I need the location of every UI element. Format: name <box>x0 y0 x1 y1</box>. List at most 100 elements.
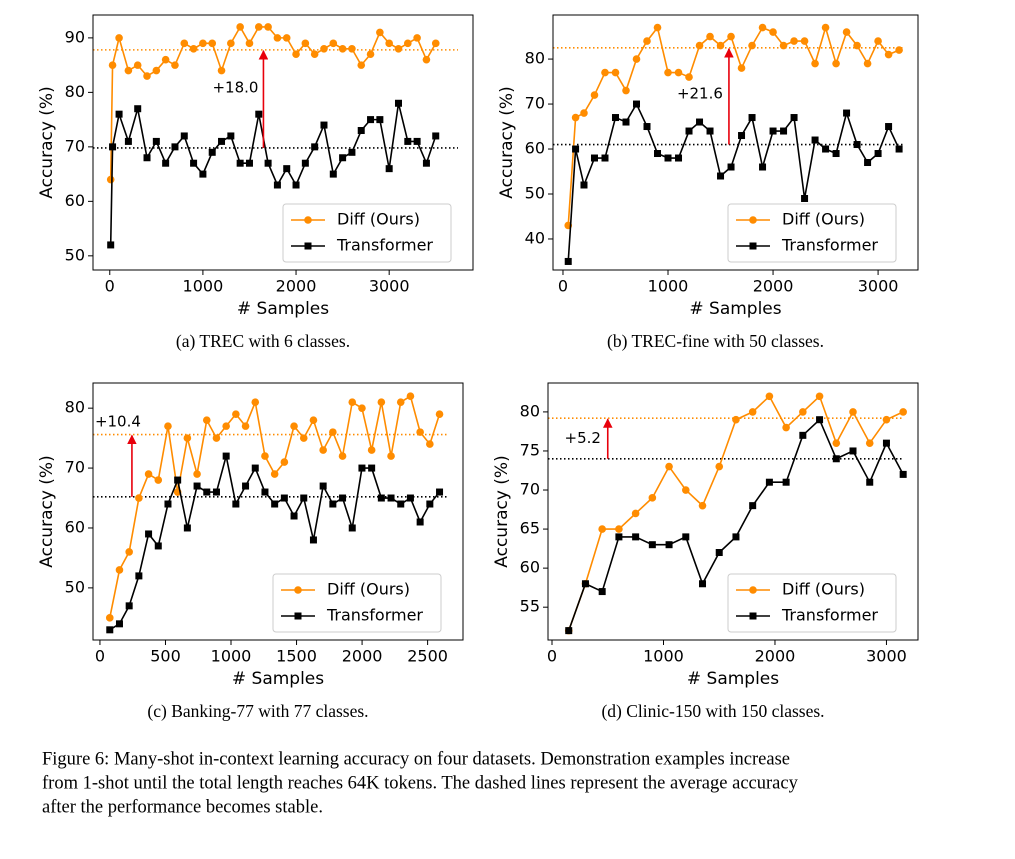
marker <box>874 150 882 158</box>
marker <box>717 172 725 180</box>
marker <box>681 486 690 494</box>
marker <box>270 470 279 478</box>
marker <box>432 132 440 140</box>
marker <box>161 55 170 64</box>
marker <box>377 398 386 406</box>
marker <box>143 154 151 162</box>
marker <box>643 37 651 45</box>
marker <box>406 494 414 502</box>
marker <box>801 194 809 202</box>
marker <box>598 588 606 596</box>
marker <box>135 494 143 502</box>
marker <box>632 533 640 541</box>
marker <box>849 408 857 416</box>
marker <box>242 482 250 490</box>
marker <box>698 501 707 510</box>
marker <box>339 494 347 502</box>
marker <box>245 159 253 167</box>
marker <box>387 494 395 502</box>
x-tick-label: 1000 <box>211 647 252 666</box>
marker <box>748 114 756 122</box>
marker <box>348 148 356 156</box>
marker <box>202 416 211 424</box>
marker <box>843 109 851 117</box>
marker <box>899 470 907 478</box>
marker <box>236 23 244 31</box>
marker <box>748 41 756 50</box>
marker <box>590 91 599 99</box>
legend-frame <box>727 573 897 633</box>
y-tick-label: 80 <box>525 49 545 68</box>
legend-label: Transformer <box>326 606 423 625</box>
marker <box>749 502 757 510</box>
legend-marker <box>749 216 757 224</box>
marker <box>699 580 707 588</box>
marker <box>832 150 840 158</box>
x-tick-label: 0 <box>547 647 557 666</box>
difference-label: +5.2 <box>565 429 601 447</box>
marker <box>849 447 857 455</box>
subplot-caption: (a) TREC with 6 classes. <box>176 331 350 351</box>
marker <box>109 143 117 151</box>
y-tick-label: 70 <box>65 458 85 477</box>
legend-marker <box>304 216 312 224</box>
legend-label: Transformer <box>336 236 433 255</box>
legend-marker <box>749 612 757 620</box>
marker <box>385 165 393 173</box>
marker <box>310 50 319 59</box>
marker <box>290 512 298 520</box>
legend-label: Diff (Ours) <box>782 210 865 229</box>
marker <box>822 145 830 153</box>
marker <box>422 55 431 64</box>
legend-frame <box>282 203 452 263</box>
marker <box>261 488 269 496</box>
figure-caption: Figure 6: Many-shot in-context learning … <box>42 749 790 769</box>
marker <box>665 541 673 549</box>
marker <box>387 452 395 460</box>
marker <box>895 145 903 153</box>
marker <box>329 170 337 178</box>
marker <box>143 72 151 80</box>
marker <box>273 181 281 189</box>
marker <box>144 470 153 478</box>
marker <box>653 23 662 32</box>
marker <box>685 73 693 81</box>
marker <box>782 478 790 486</box>
marker <box>790 114 798 122</box>
marker <box>171 61 179 69</box>
marker <box>264 23 272 31</box>
plot-frame <box>547 382 919 641</box>
x-tick-label: 0 <box>558 277 568 296</box>
marker <box>280 458 289 466</box>
legend-frame <box>272 573 442 633</box>
marker <box>882 415 891 424</box>
marker <box>436 488 444 496</box>
x-tick-label: 2000 <box>755 647 796 666</box>
marker <box>864 159 872 167</box>
marker <box>685 127 693 135</box>
marker <box>821 23 830 32</box>
marker <box>416 428 424 436</box>
marker <box>631 509 640 518</box>
marker <box>615 525 623 533</box>
marker <box>779 41 788 50</box>
x-tick-label: 3000 <box>866 647 907 666</box>
y-tick-label: 80 <box>520 401 540 420</box>
marker <box>633 100 641 108</box>
figure-caption: from 1-shot until the total length reach… <box>42 773 799 793</box>
difference-label: +21.6 <box>677 85 723 103</box>
marker <box>727 32 735 41</box>
marker <box>622 118 630 126</box>
marker <box>765 478 773 486</box>
marker <box>842 28 851 36</box>
y-tick-label: 65 <box>520 519 540 538</box>
marker <box>853 41 861 50</box>
y-axis-label: Accuracy (%) <box>37 455 57 567</box>
y-tick-label: 50 <box>525 183 545 202</box>
marker <box>261 452 269 460</box>
marker <box>311 143 319 151</box>
marker <box>406 392 415 400</box>
marker <box>885 123 893 131</box>
marker <box>811 59 819 68</box>
y-tick-label: 60 <box>65 517 85 536</box>
